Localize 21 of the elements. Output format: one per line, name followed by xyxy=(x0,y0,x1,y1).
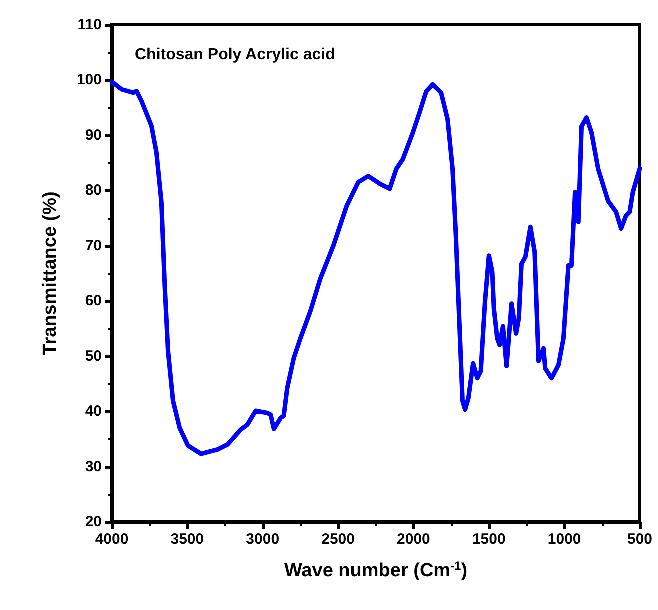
x-tick-label: 2500 xyxy=(322,531,355,548)
line-series xyxy=(110,80,642,456)
x-tick-label: 1000 xyxy=(548,531,582,548)
x-tick-label: 500 xyxy=(627,531,653,548)
x-tick-label: 4000 xyxy=(95,531,129,548)
y-tick-label: 110 xyxy=(78,16,102,34)
y-tick-label: 30 xyxy=(85,458,102,476)
y-axis-title: Transmittance (%) xyxy=(40,192,61,356)
y-tick-label: 80 xyxy=(85,182,102,200)
y-tick-label: 50 xyxy=(85,348,102,365)
y-tick-label: 70 xyxy=(85,237,102,254)
x-tick-label: 2000 xyxy=(397,531,430,548)
x-tick-label: 3000 xyxy=(246,531,280,548)
y-tick-label: 40 xyxy=(85,403,102,420)
x-tick-label: 1500 xyxy=(472,531,506,548)
y-tick-label: 90 xyxy=(85,126,102,144)
y-tick-label: 100 xyxy=(76,72,102,89)
x-tick-label: 3500 xyxy=(170,531,204,548)
y-tick-label: 20 xyxy=(85,514,102,530)
y-tick-label: 60 xyxy=(85,292,102,310)
text: Chitosan Poly Acrylic acid xyxy=(135,46,336,64)
